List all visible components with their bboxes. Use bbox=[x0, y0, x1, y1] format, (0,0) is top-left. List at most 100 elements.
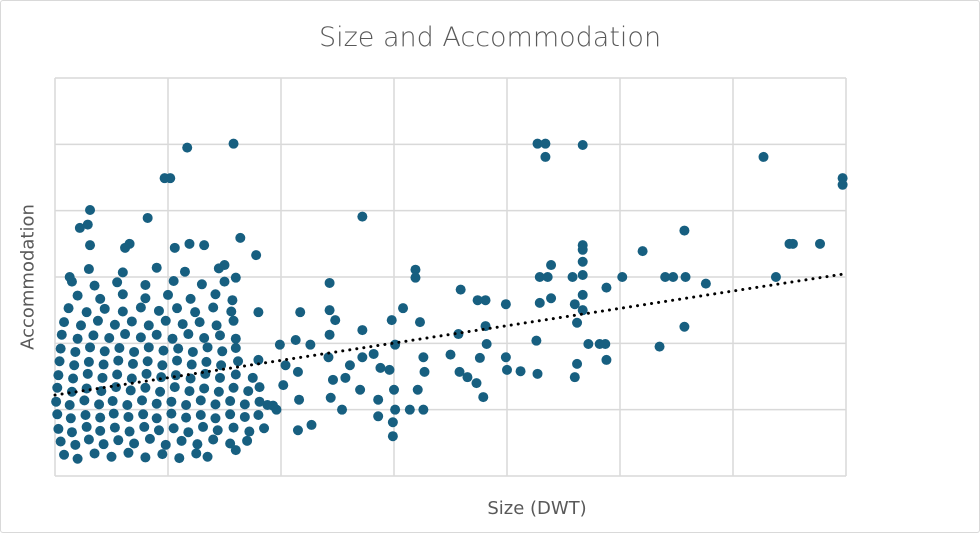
data-point bbox=[181, 412, 192, 423]
data-point bbox=[259, 423, 270, 434]
data-point bbox=[89, 448, 100, 459]
data-point bbox=[109, 422, 120, 433]
data-point bbox=[654, 341, 665, 352]
data-point bbox=[306, 419, 317, 430]
data-point bbox=[97, 372, 108, 383]
data-point bbox=[140, 279, 151, 290]
data-point bbox=[191, 448, 202, 459]
data-point bbox=[185, 293, 196, 304]
data-point bbox=[210, 413, 221, 424]
data-point bbox=[225, 409, 236, 420]
data-point bbox=[141, 368, 152, 379]
data-point bbox=[53, 423, 64, 434]
data-point bbox=[355, 384, 366, 395]
data-point bbox=[106, 451, 117, 462]
data-point bbox=[83, 434, 94, 445]
data-point bbox=[201, 356, 212, 367]
data-point bbox=[219, 276, 230, 287]
data-point bbox=[410, 264, 421, 275]
data-point bbox=[660, 272, 671, 282]
data-point bbox=[167, 333, 178, 344]
data-point bbox=[230, 272, 241, 283]
chart-title: Size and Accommodation bbox=[318, 22, 662, 53]
data-point bbox=[79, 395, 90, 406]
data-point bbox=[235, 232, 246, 243]
data-point bbox=[64, 400, 75, 411]
data-point bbox=[274, 339, 285, 350]
data-point bbox=[540, 151, 551, 162]
data-point bbox=[787, 238, 798, 249]
data-point bbox=[135, 302, 146, 313]
data-point bbox=[546, 260, 557, 271]
data-point bbox=[168, 275, 179, 286]
data-point bbox=[471, 378, 482, 389]
data-point bbox=[82, 219, 93, 230]
data-point bbox=[112, 369, 123, 380]
data-point bbox=[157, 449, 168, 460]
data-point bbox=[480, 295, 491, 306]
data-point bbox=[151, 329, 162, 340]
data-point bbox=[172, 303, 183, 314]
data-point bbox=[373, 394, 384, 405]
data-point bbox=[124, 426, 135, 437]
data-point bbox=[278, 380, 289, 391]
data-point bbox=[113, 435, 124, 446]
data-point bbox=[137, 395, 148, 406]
data-point bbox=[160, 439, 171, 450]
data-point bbox=[617, 272, 628, 282]
data-point bbox=[211, 320, 222, 331]
data-point bbox=[95, 425, 106, 436]
data-point bbox=[668, 272, 679, 282]
data-point bbox=[176, 435, 187, 446]
data-point bbox=[80, 409, 91, 420]
data-point bbox=[534, 297, 545, 308]
data-point bbox=[122, 400, 133, 411]
data-point bbox=[386, 315, 397, 326]
data-point bbox=[478, 392, 489, 403]
data-point bbox=[770, 272, 781, 282]
data-point bbox=[577, 270, 588, 281]
data-point bbox=[125, 385, 136, 396]
data-point bbox=[837, 179, 848, 190]
data-point bbox=[239, 399, 250, 410]
data-point bbox=[228, 315, 239, 326]
data-point bbox=[228, 138, 239, 149]
data-point bbox=[69, 360, 80, 371]
data-point bbox=[85, 240, 96, 251]
data-point bbox=[59, 449, 70, 460]
data-point bbox=[194, 317, 205, 328]
data-point bbox=[230, 333, 241, 344]
data-point bbox=[70, 346, 81, 357]
data-point bbox=[55, 436, 66, 447]
data-point bbox=[75, 320, 86, 331]
data-point bbox=[158, 345, 169, 356]
data-point bbox=[126, 373, 137, 384]
data-point bbox=[228, 422, 239, 433]
data-point bbox=[81, 307, 92, 318]
data-point bbox=[95, 412, 106, 423]
data-point bbox=[151, 262, 162, 273]
data-point bbox=[59, 317, 70, 328]
data-point bbox=[384, 364, 395, 375]
data-point bbox=[151, 398, 162, 409]
data-point bbox=[83, 356, 94, 367]
data-point bbox=[253, 409, 264, 420]
data-point bbox=[169, 242, 180, 253]
data-point bbox=[324, 305, 335, 316]
data-point bbox=[151, 413, 162, 424]
data-point bbox=[445, 349, 456, 360]
data-point bbox=[173, 343, 184, 354]
data-point bbox=[129, 346, 140, 357]
data-point bbox=[217, 346, 228, 357]
data-point bbox=[418, 404, 429, 415]
data-point bbox=[95, 293, 106, 304]
data-point bbox=[170, 370, 181, 381]
data-point bbox=[214, 330, 225, 341]
data-point bbox=[72, 453, 83, 464]
data-point bbox=[305, 339, 316, 350]
data-point bbox=[228, 382, 239, 393]
data-point bbox=[515, 366, 526, 377]
data-point bbox=[199, 240, 210, 251]
data-point bbox=[135, 332, 146, 343]
